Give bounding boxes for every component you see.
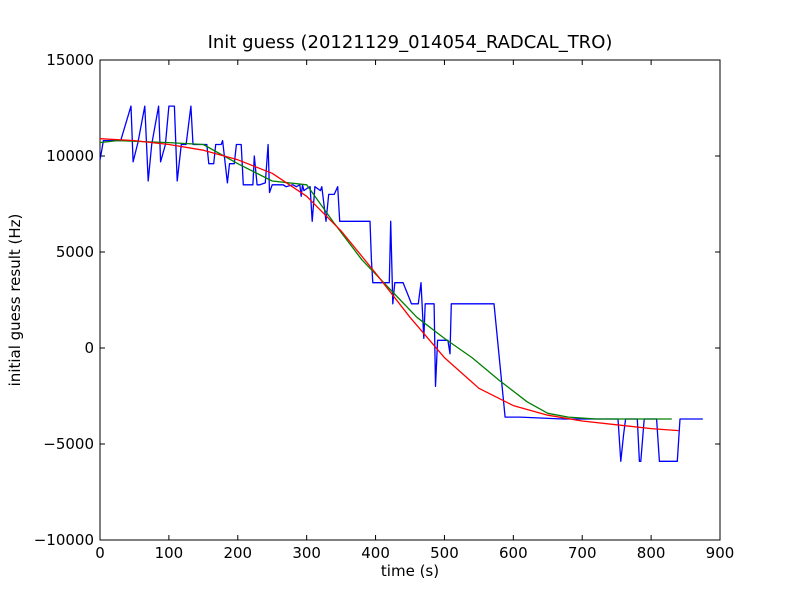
y-tick-label: 15000 [46,51,94,69]
x-tick-label: 900 [706,544,735,562]
y-tick-label: 5000 [56,243,94,261]
x-tick-label: 100 [155,544,184,562]
y-axis-label: initial guess result (Hz) [6,214,24,387]
y-tick-label: 0 [84,339,94,357]
y-tick-label: 10000 [46,147,94,165]
y-tick-label: −5000 [43,435,94,453]
y-tick-label: −10000 [34,531,94,549]
x-tick-label: 0 [95,544,105,562]
series-layer [99,105,703,462]
chart-title: Init guess (20121129_014054_RADCAL_TRO) [208,32,613,53]
x-tick-label: 800 [637,544,666,562]
series-line-2 [99,139,672,420]
x-tick-label: 700 [568,544,597,562]
x-tick-label: 300 [292,544,321,562]
x-tick-label: 600 [499,544,528,562]
x-axis-label: time (s) [381,562,439,580]
x-tick-label: 400 [361,544,390,562]
tick-layer: 0 100 200 300 400 500 600 700 800 900 −10000 −5000 0… [34,51,735,562]
series-line-3 [99,138,679,432]
x-tick-label: 500 [430,544,459,562]
x-tick-label: 200 [223,544,252,562]
